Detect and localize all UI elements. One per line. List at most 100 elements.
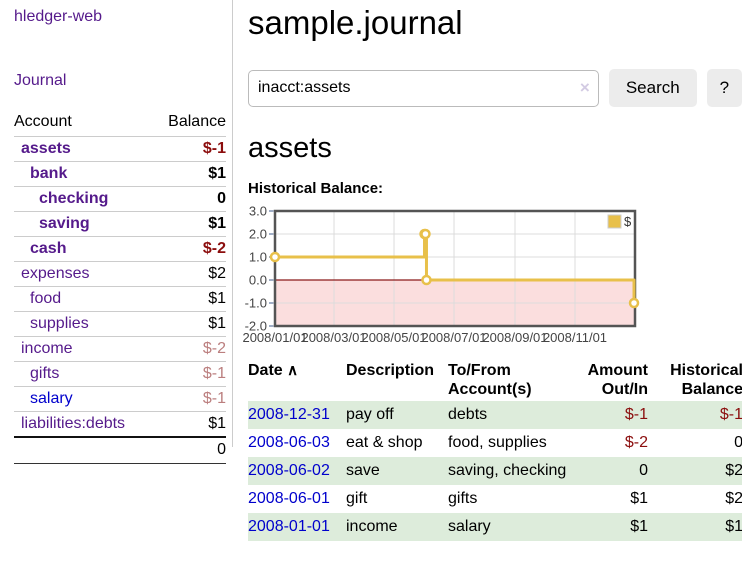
- svg-text:2008/11/01: 2008/11/01: [543, 330, 607, 345]
- transaction-date-link[interactable]: 2008-06-02: [248, 462, 330, 479]
- svg-text:2008/05/01: 2008/05/01: [361, 330, 426, 345]
- legend-label: $: [624, 214, 632, 229]
- account-heading: assets: [248, 132, 332, 164]
- clear-search-icon[interactable]: ×: [579, 77, 590, 97]
- transaction-row: 2008-12-31 pay off debts $-1 $-1: [248, 401, 742, 429]
- account-link[interactable]: salary: [30, 390, 73, 407]
- account-link[interactable]: assets: [21, 140, 71, 157]
- account-balance: $-1: [153, 361, 226, 387]
- page-title: sample.journal: [248, 4, 463, 41]
- account-row: checking 0: [14, 186, 226, 212]
- account-balance: $1: [153, 311, 226, 337]
- svg-text:-2.0: -2.0: [245, 319, 267, 334]
- register-header-balance: Historical Balance: [670, 362, 742, 398]
- data-point-marker: [421, 274, 432, 286]
- account-balance: $-1: [153, 136, 226, 162]
- transaction-date-link[interactable]: 2008-06-01: [248, 490, 330, 507]
- account-link[interactable]: cash: [30, 240, 67, 257]
- account-link[interactable]: liabilities:debts: [21, 415, 126, 432]
- account-link[interactable]: gifts: [30, 365, 60, 382]
- main-content: sample.journal × Search ? assets Histori…: [234, 0, 742, 541]
- register-table: Date ∧ Description To/From Account(s) Am…: [248, 359, 742, 541]
- help-button[interactable]: ?: [706, 69, 742, 107]
- transaction-amount: $-1: [624, 406, 648, 423]
- transaction-amount: $-2: [624, 434, 648, 451]
- sidebar-nav: Journal: [14, 72, 226, 90]
- transaction-accounts: food, supplies: [448, 434, 547, 451]
- historical-balance-chart: 3.0 2.0 1.0 0.0 -1.0 -2.02008/01/012008/03/01…: [243, 204, 640, 345]
- account-link[interactable]: saving: [39, 215, 90, 232]
- transaction-date-link[interactable]: 2008-06-03: [248, 434, 330, 451]
- accounts-header-account: Account: [14, 113, 72, 130]
- transaction-date-link[interactable]: 2008-12-31: [248, 406, 330, 423]
- account-row: gifts $-1: [14, 361, 226, 387]
- account-balance: $-2: [153, 336, 226, 362]
- transaction-description: income: [346, 518, 398, 535]
- accounts-header-balance: Balance: [168, 113, 226, 130]
- account-row: food $1: [14, 286, 226, 312]
- account-balance: $1: [153, 411, 226, 437]
- data-point-marker: [420, 228, 431, 240]
- account-row: bank $1: [14, 161, 226, 187]
- svg-text:2008/07/01: 2008/07/01: [421, 330, 486, 345]
- transaction-amount: 0: [639, 462, 648, 479]
- account-link[interactable]: bank: [30, 165, 68, 182]
- account-link[interactable]: expenses: [21, 265, 90, 282]
- register-header-amount: Amount Out/In: [587, 362, 648, 398]
- svg-text:3.0: 3.0: [249, 204, 267, 219]
- account-balance: 0: [153, 186, 226, 212]
- search-button[interactable]: Search: [608, 69, 697, 107]
- app-title-link[interactable]: hledger-web: [14, 8, 103, 25]
- account-link[interactable]: checking: [39, 190, 109, 207]
- accounts-total-row: 0: [14, 436, 226, 464]
- transaction-description: pay off: [346, 406, 394, 423]
- account-link[interactable]: income: [21, 340, 73, 357]
- sort-ascending-icon: ∧: [287, 362, 299, 379]
- account-balance: $1: [153, 286, 226, 312]
- transaction-balance: $2: [725, 462, 742, 479]
- transaction-row: 2008-06-02 save saving, checking 0 $2: [248, 457, 742, 485]
- account-row: salary $-1: [14, 386, 226, 412]
- chart-label: Historical Balance:: [248, 180, 384, 197]
- transaction-accounts: salary: [448, 518, 491, 535]
- svg-text:-1.0: -1.0: [245, 296, 267, 311]
- account-link[interactable]: food: [30, 290, 62, 307]
- data-point-marker: [269, 251, 281, 263]
- data-point-marker: [628, 297, 640, 309]
- account-row: saving $1: [14, 211, 226, 237]
- account-link[interactable]: supplies: [30, 315, 89, 332]
- transaction-accounts: saving, checking: [448, 462, 567, 479]
- transaction-description: gift: [346, 490, 368, 507]
- legend-swatch: [607, 214, 622, 229]
- account-balance: $1: [153, 211, 226, 237]
- account-row: cash $-2: [14, 236, 226, 262]
- svg-text:2008/01/01: 2008/01/01: [243, 330, 308, 345]
- accounts-total-balance: 0: [153, 436, 226, 464]
- register-header-accounts: To/From Account(s): [448, 362, 532, 398]
- account-row: assets $-1: [14, 136, 226, 162]
- transaction-balance: $1: [725, 518, 742, 535]
- transaction-row: 2008-01-01 income salary $1 $1: [248, 513, 742, 541]
- transaction-description: eat & shop: [346, 434, 423, 451]
- account-balance: $-1: [153, 386, 226, 412]
- sidebar: hledger-web Journal Account Balance asse…: [0, 0, 233, 464]
- accounts-table: Account Balance assets $-1 bank $1 checking 0…: [14, 111, 226, 464]
- search-bar: × Search ?: [248, 69, 742, 107]
- transaction-date-link[interactable]: 2008-01-01: [248, 518, 330, 535]
- transaction-amount: $1: [630, 518, 648, 535]
- svg-text:0.0: 0.0: [249, 273, 267, 288]
- register-header-description: Description: [346, 362, 435, 379]
- svg-text:2008/09/01: 2008/09/01: [482, 330, 547, 345]
- transaction-balance: $-1: [719, 406, 742, 423]
- sidebar-item-journal[interactable]: Journal: [14, 72, 67, 89]
- transaction-balance: $2: [725, 490, 742, 507]
- transaction-amount: $1: [630, 490, 648, 507]
- svg-text:2008/03/01: 2008/03/01: [301, 330, 366, 345]
- account-balance: $1: [153, 161, 226, 187]
- account-row: expenses $2: [14, 261, 226, 287]
- search-input[interactable]: [248, 69, 599, 107]
- search-input-wrap: ×: [248, 69, 599, 107]
- account-balance: $2: [153, 261, 226, 287]
- register-header-date[interactable]: Date ∧: [248, 362, 299, 379]
- transaction-accounts: debts: [448, 406, 488, 423]
